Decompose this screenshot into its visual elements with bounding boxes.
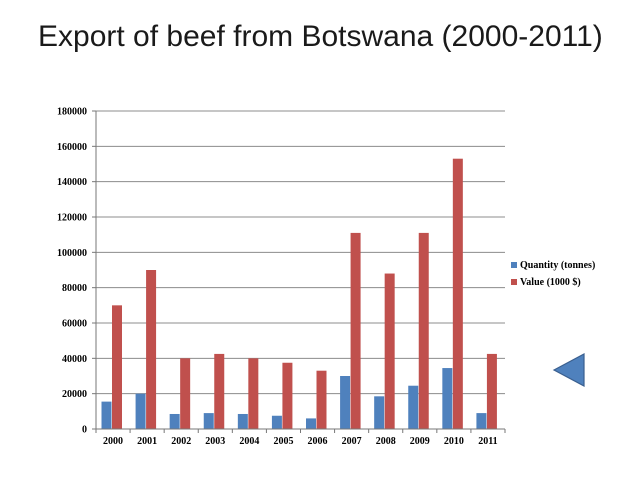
quantity-bar <box>340 376 351 429</box>
y-tick-label: 80000 <box>62 283 87 294</box>
x-tick-labels: 2000 2001 2002 2003 2004 2005 2006 2007 2008 2009… <box>103 436 498 447</box>
x-tick-label: 2007 <box>342 436 362 447</box>
value-bar <box>350 232 361 429</box>
y-tick-label: 60000 <box>62 319 87 330</box>
value-bar <box>180 358 191 429</box>
back-arrow-button[interactable] <box>552 352 586 388</box>
value-bar <box>112 305 122 429</box>
left-triangle-icon <box>552 353 585 387</box>
legend: Quantity (tonnes) Value (1000 $) <box>511 260 595 288</box>
legend-swatch <box>511 279 517 285</box>
value-bar <box>214 353 225 429</box>
x-tick-label: 2009 <box>410 436 430 447</box>
x-tick-label: 2005 <box>273 436 293 447</box>
y-tick-labels: 0 20000 40000 60000 80000 100000 120000 140000 1… <box>57 107 87 436</box>
quantity-bar <box>476 413 487 429</box>
x-tick-label: 2011 <box>478 436 497 447</box>
x-tick-label: 2003 <box>205 436 225 447</box>
value-bar <box>316 370 327 429</box>
value-bar <box>486 353 497 429</box>
value-bar <box>384 273 395 429</box>
bars <box>101 158 497 429</box>
slide-title: Export of beef from Botswana (2000-2011) <box>38 20 603 53</box>
value-bar <box>418 232 429 429</box>
y-tick-label: 0 <box>82 425 87 436</box>
quantity-bar <box>271 415 282 429</box>
gridlines <box>96 110 505 395</box>
quantity-bar <box>135 393 146 429</box>
x-tick-label: 2001 <box>137 436 157 447</box>
y-tick-label: 40000 <box>62 354 87 365</box>
quantity-bar <box>374 396 385 429</box>
legend-label: Quantity (tonnes) <box>520 260 595 271</box>
axes <box>92 110 506 433</box>
legend-swatch <box>511 262 517 268</box>
value-bar <box>248 358 259 429</box>
x-tick-label: 2010 <box>444 436 464 447</box>
x-tick-label: 2002 <box>171 436 191 447</box>
y-tick-label: 100000 <box>57 248 87 259</box>
quantity-bar <box>101 401 112 429</box>
quantity-bar <box>442 368 453 429</box>
quantity-bar <box>169 413 180 429</box>
quantity-bar <box>408 385 419 429</box>
x-tick-label: 2008 <box>376 436 396 447</box>
y-tick-label: 20000 <box>62 389 87 400</box>
y-tick-label: 160000 <box>57 142 87 153</box>
quantity-bar <box>237 413 248 429</box>
x-tick-label: 2004 <box>239 436 259 447</box>
x-tick-label: 2006 <box>308 436 328 447</box>
x-tick-label: 2000 <box>103 436 123 447</box>
legend-label: Value (1000 $) <box>520 277 581 288</box>
y-tick-label: 120000 <box>57 213 87 224</box>
value-bar <box>452 158 463 429</box>
quantity-bar <box>306 418 316 429</box>
quantity-bar <box>203 413 214 429</box>
value-bar <box>282 362 293 429</box>
y-tick-label: 180000 <box>57 107 87 118</box>
value-bar <box>146 270 157 429</box>
y-tick-label: 140000 <box>57 177 87 188</box>
